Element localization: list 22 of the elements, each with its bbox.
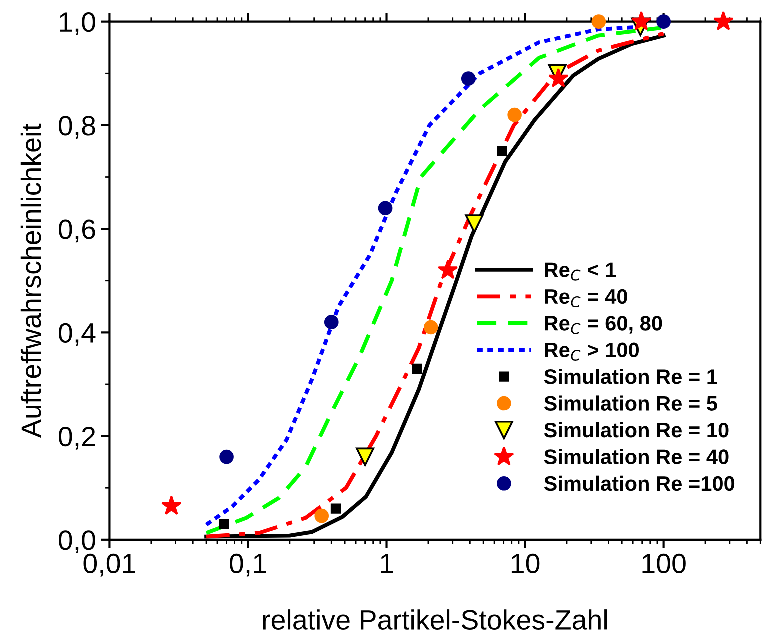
x-tick-label: 10 <box>512 554 540 574</box>
y-tick-label: 1,0 <box>60 12 96 36</box>
legend-label: Simulation Re =100 <box>544 476 735 492</box>
x-tick-label: 1 <box>381 554 394 574</box>
x-axis-title: relative Partikel-Stokes-Zahl <box>263 610 607 630</box>
x-tick-label: 100 <box>642 554 686 574</box>
y-axis-title: Auftreffwahrscheinlichkeit <box>20 124 42 438</box>
y-tick-label: 0,6 <box>58 220 96 243</box>
legend-label: Re$_{C}$ > 100 <box>545 342 639 361</box>
x-tick-label: 0,01 <box>84 554 136 577</box>
legend-label: Re$_{C}$ = 60, 80 <box>545 316 662 334</box>
legend-label: Simulation Re = 1 <box>544 369 718 384</box>
legend-label: Simulation Re = 5 <box>544 396 718 412</box>
y-tick-label: 0,4 <box>58 323 96 346</box>
legend-label: Re$_{C}$ < 1 <box>545 262 616 281</box>
legend-label: Simulation Re = 40 <box>544 449 729 464</box>
y-tick-label: 0,0 <box>58 530 96 554</box>
legend-label: Re$_{C}$ = 40 <box>545 289 628 308</box>
legend-label: Simulation Re = 10 <box>544 422 729 438</box>
y-tick-label: 0,2 <box>58 426 96 450</box>
x-tick-label: 0,1 <box>230 554 266 577</box>
y-tick-label: 0,8 <box>58 116 96 140</box>
